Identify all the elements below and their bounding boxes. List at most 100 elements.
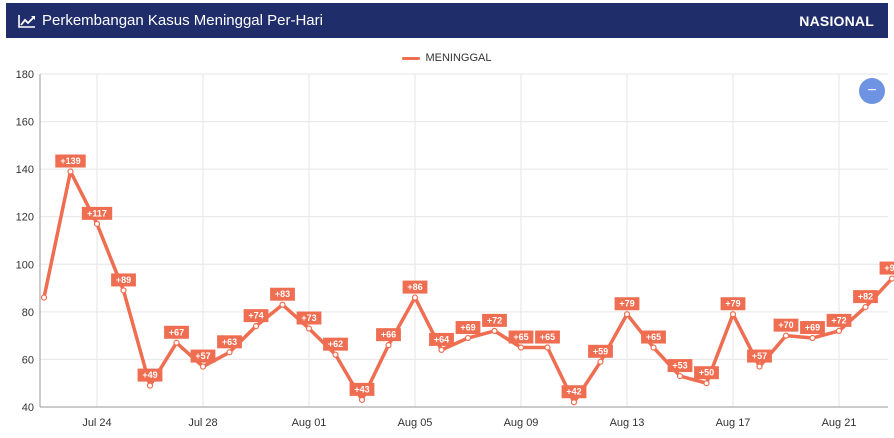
chart-title: Perkembangan Kasus Meninggal Per-Hari xyxy=(42,12,323,29)
y-tick-label: 100 xyxy=(16,259,34,271)
data-label-text: +83 xyxy=(275,289,290,299)
data-label-box xyxy=(720,297,746,311)
y-tick-label: 180 xyxy=(16,69,34,81)
data-label: +72 xyxy=(482,313,507,327)
data-point xyxy=(517,344,525,351)
data-label-text: +42 xyxy=(566,387,581,397)
data-label: +89 xyxy=(111,273,136,287)
data-label: +49 xyxy=(137,368,163,382)
data-label-text: +82 xyxy=(858,292,873,302)
data-label: +139 xyxy=(55,154,86,168)
data-label-box xyxy=(323,337,348,351)
data-point xyxy=(358,396,366,403)
data-label-box xyxy=(376,328,401,342)
data-label-text: +63 xyxy=(222,337,237,347)
x-tick-label: Aug 01 xyxy=(292,417,327,429)
data-label-text: +57 xyxy=(752,351,767,361)
data-label: +57 xyxy=(747,349,772,363)
data-point xyxy=(570,399,578,406)
data-label: +67 xyxy=(164,325,189,339)
data-label-text: +69 xyxy=(805,323,820,333)
data-label-text: +86 xyxy=(407,282,422,292)
data-point xyxy=(729,311,737,318)
data-label: +65 xyxy=(508,330,534,344)
data-label-box xyxy=(694,366,719,380)
data-point xyxy=(279,301,286,308)
data-label-text: +43 xyxy=(354,384,369,394)
data-label-box xyxy=(429,332,454,346)
data-label-text: +53 xyxy=(672,361,687,371)
data-label-text: +49 xyxy=(142,370,157,380)
chart-header: Perkembangan Kasus Meninggal Per-Hari NA… xyxy=(6,3,888,38)
line-chart-icon xyxy=(18,14,35,28)
data-point xyxy=(650,344,657,351)
data-point xyxy=(93,220,101,227)
header-left: Perkembangan Kasus Meninggal Per-Hari xyxy=(18,12,323,29)
x-tick-label: Aug 17 xyxy=(716,417,751,429)
data-label-box xyxy=(773,318,799,332)
data-label: +59 xyxy=(588,344,613,358)
data-point xyxy=(464,334,472,342)
data-label: +65 xyxy=(641,330,666,344)
data-point xyxy=(888,275,894,282)
x-tick-label: Aug 05 xyxy=(398,417,433,429)
collapse-button[interactable]: − xyxy=(859,78,885,104)
data-label-box xyxy=(402,280,428,294)
data-label: +117 xyxy=(81,206,113,220)
data-label-text: +72 xyxy=(487,315,502,325)
scope-label: NASIONAL xyxy=(799,12,874,29)
data-label-box xyxy=(800,321,825,335)
data-label-text: +62 xyxy=(328,339,343,349)
data-point xyxy=(438,346,445,354)
data-point xyxy=(544,344,551,351)
data-label-box xyxy=(667,359,693,373)
data-label: +79 xyxy=(614,297,640,311)
data-label-text: +66 xyxy=(381,330,396,340)
data-label-box xyxy=(482,313,507,327)
data-label-box xyxy=(349,382,375,396)
data-label: +50 xyxy=(694,366,719,380)
data-label-box xyxy=(137,368,163,382)
data-label: +66 xyxy=(376,328,401,342)
data-label: +69 xyxy=(455,321,481,335)
data-point xyxy=(809,334,816,342)
data-point xyxy=(676,372,684,380)
data-point xyxy=(173,339,180,346)
data-label-box xyxy=(243,309,269,323)
data-label-text: +65 xyxy=(646,332,661,342)
legend[interactable]: MENINGGAL xyxy=(0,52,894,64)
data-point xyxy=(146,382,154,389)
data-label: +53 xyxy=(667,359,693,373)
data-label-box xyxy=(561,385,587,399)
data-label-box xyxy=(296,311,322,325)
data-point xyxy=(756,363,763,370)
data-label: +79 xyxy=(720,297,746,311)
y-tick-label: 60 xyxy=(22,354,34,366)
data-label-box xyxy=(853,290,878,304)
data-label-text: +94 xyxy=(884,263,894,273)
data-label: +82 xyxy=(853,290,878,304)
data-label-text: +72 xyxy=(831,315,846,325)
data-label: +74 xyxy=(243,309,269,323)
y-tick-label: 80 xyxy=(22,307,34,319)
data-point xyxy=(835,327,843,334)
data-point xyxy=(703,380,710,387)
x-tick-label: Aug 21 xyxy=(822,417,857,429)
data-point xyxy=(597,358,604,365)
data-label-box xyxy=(81,206,113,220)
data-label-box xyxy=(270,287,295,301)
data-label-text: +59 xyxy=(593,346,608,356)
data-point xyxy=(120,287,127,294)
data-label-text: +139 xyxy=(60,156,80,166)
data-point xyxy=(411,294,419,301)
data-point xyxy=(491,327,498,334)
data-label: +70 xyxy=(773,318,799,332)
data-label: +69 xyxy=(800,321,825,335)
data-point xyxy=(40,294,48,301)
data-label: +65 xyxy=(535,330,560,344)
data-label: +42 xyxy=(561,385,587,399)
data-label-text: +57 xyxy=(195,351,210,361)
data-label-box xyxy=(455,321,481,335)
data-label-box xyxy=(111,273,136,287)
